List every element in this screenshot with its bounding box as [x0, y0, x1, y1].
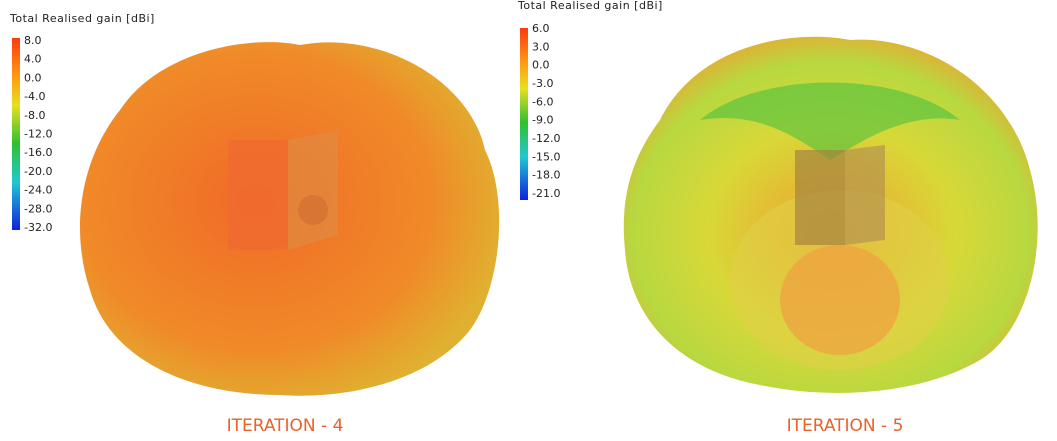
colorbar — [520, 28, 528, 200]
legend-title: Total Realised gain [dBi] — [517, 0, 663, 12]
legend-tick-label: -20.0 — [24, 165, 52, 178]
legend-ticks: 6.0 3.0 0.0 -3.0 -6.0 -9.0 -12.0 -15.0 -18.0 -21.… — [532, 22, 560, 200]
legend-tick-label: -6.0 — [532, 95, 553, 108]
upper-lobe — [700, 82, 960, 160]
legend-tick-label: -16.0 — [24, 146, 52, 159]
legend-tick-label: -4.0 — [24, 90, 45, 103]
speaker — [795, 150, 845, 245]
inner-hole — [780, 245, 900, 355]
legend-title: Total Realised gain [dBi] — [9, 12, 155, 25]
legend-tick-label: 6.0 — [532, 22, 550, 35]
legend-tick-label: -21.0 — [532, 187, 560, 200]
speaker-cone — [298, 195, 328, 225]
legend-tick-label: -28.0 — [24, 202, 52, 215]
panel-left: Total Realised gain [dBi] 8.0 4.0 0.0 -4.0 -… — [9, 12, 500, 436]
speaker-side — [845, 145, 885, 245]
legend-tick-label: 0.0 — [532, 59, 550, 72]
legend-tick-label: -3.0 — [532, 77, 553, 90]
caption: ITERATION - 5 — [787, 416, 904, 436]
legend-tick-label: -12.0 — [24, 128, 52, 141]
legend-tick-label: -9.0 — [532, 114, 553, 127]
legend-tick-label: -12.0 — [532, 132, 560, 145]
legend-tick-label: 8.0 — [24, 34, 42, 47]
colorbar — [12, 38, 20, 230]
panel-right: Total Realised gain [dBi] 6.0 3.0 0.0 -3.0 -… — [517, 0, 1038, 436]
speaker — [228, 140, 288, 250]
legend-tick-label: 0.0 — [24, 71, 42, 84]
legend-tick-label: 3.0 — [532, 40, 550, 53]
legend-tick-label: 4.0 — [24, 53, 42, 66]
legend-tick-label: -24.0 — [24, 184, 52, 197]
legend-tick-label: -8.0 — [24, 109, 45, 122]
legend-tick-label: -15.0 — [532, 150, 560, 163]
legend-ticks: 8.0 4.0 0.0 -4.0 -8.0 -12.0 -16.0 -20.0 -24.0 -28… — [24, 34, 52, 234]
legend-tick-label: -18.0 — [532, 169, 560, 182]
legend-tick-label: -32.0 — [24, 221, 52, 234]
speaker-side — [288, 130, 338, 250]
caption: ITERATION - 4 — [227, 416, 344, 436]
